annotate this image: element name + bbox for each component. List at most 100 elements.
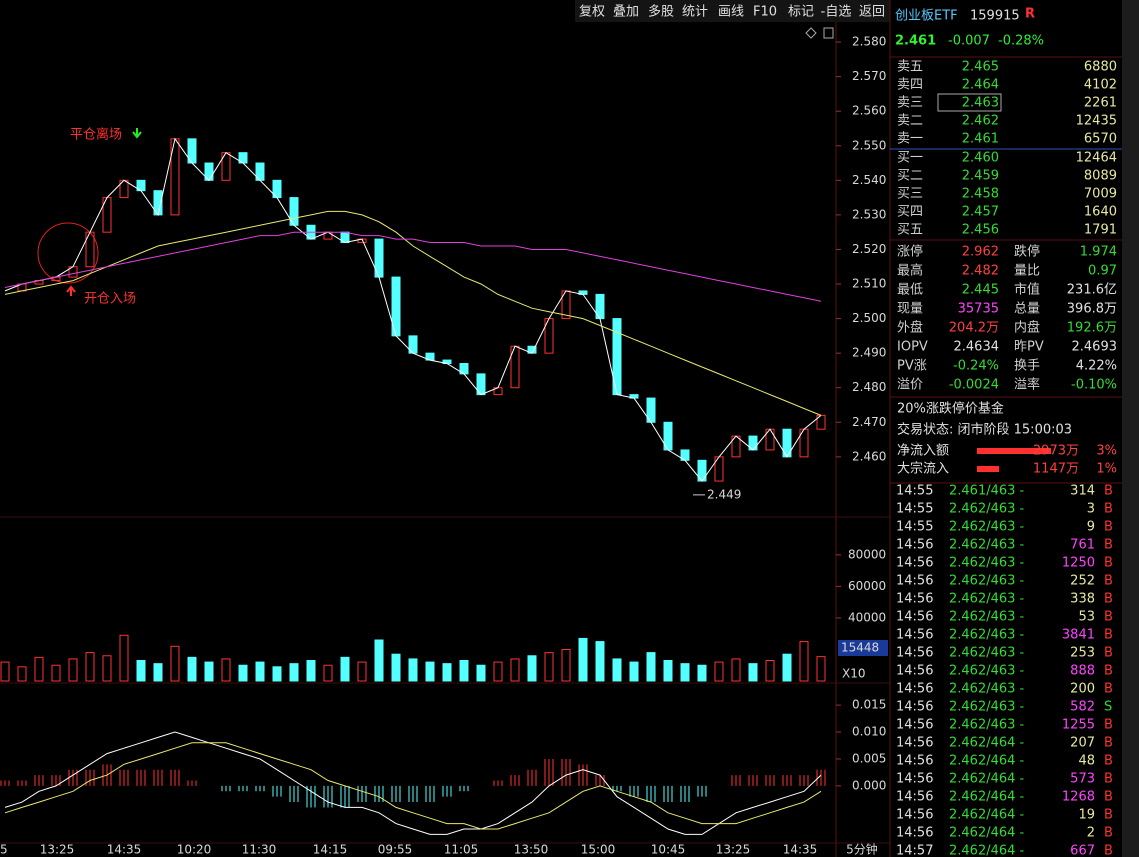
trade-price: 2.462/463 - [949, 538, 1025, 553]
y-tick-label: 0.015 [852, 698, 886, 712]
period[interactable]: 5分钟 [846, 842, 878, 857]
volume-bar [187, 656, 197, 682]
y-tick-label: 2.580 [852, 35, 886, 49]
toolbar-button[interactable]: 画线 [718, 5, 744, 20]
trade-side: B [1104, 646, 1113, 661]
trade-side: B [1104, 574, 1113, 589]
trade-side: B [1104, 520, 1113, 535]
book-label: 卖五 [897, 60, 923, 75]
volume-bar [425, 661, 435, 682]
trade-side: B [1104, 538, 1113, 553]
book-volume: 12435 [1076, 114, 1117, 129]
trade-volume: 53 [1078, 610, 1095, 625]
trade-time: 14:56 [896, 664, 933, 679]
volume-bar [0, 661, 10, 682]
trade-time: 14:57 [896, 844, 933, 857]
trade-side: B [1104, 772, 1113, 787]
toolbar-button[interactable]: 复权 [579, 4, 605, 20]
macd-line [4, 731, 822, 835]
side-toolbar[interactable] [1122, 0, 1139, 857]
book-label: 卖二 [897, 114, 923, 129]
x-tick-label: 14:15 [313, 843, 348, 857]
entry-arrow [66, 285, 76, 296]
toolbar-button[interactable]: 标记 [788, 5, 814, 20]
stat-label: 现量 [897, 302, 923, 317]
volume-bar [374, 639, 384, 682]
trade-volume: 3 [1087, 502, 1095, 517]
toolbar-button[interactable]: 叠加 [613, 5, 639, 20]
trade-time: 14:56 [896, 682, 933, 697]
y-tick-label: 0.010 [852, 725, 886, 739]
flow-bar [977, 466, 999, 472]
book-price: 2.460 [962, 151, 999, 166]
stat-value: 1.974 [1080, 245, 1117, 260]
trade-time: 14:55 [896, 502, 933, 517]
stat-label: 最高 [897, 263, 923, 279]
volume-bar [782, 653, 792, 682]
trade-volume: 761 [1070, 538, 1095, 553]
book-volume: 1640 [1084, 205, 1117, 220]
stat-label: 换手 [1014, 359, 1040, 374]
trade-price: 2.462/463 - [949, 664, 1025, 679]
trade-volume: 338 [1070, 592, 1095, 607]
price-line [4, 137, 822, 482]
icon[interactable] [805, 27, 817, 39]
x-tick-label: 15:00 [581, 843, 616, 857]
volume-unit: X10 [842, 667, 866, 681]
trade-side: B [1104, 592, 1113, 607]
y-tick-label: 2.570 [852, 69, 886, 83]
y-tick-label: 60000 [848, 579, 886, 593]
stat-value: 396.8万 [1067, 302, 1117, 317]
trade-price: 2.462/463 - [949, 574, 1025, 589]
trade-volume: 573 [1070, 772, 1095, 787]
volume-bar [340, 656, 350, 682]
trade-price: 2.462/463 - [949, 682, 1025, 697]
exit-arrow [132, 128, 142, 139]
stat-value: -0.0024 [949, 378, 999, 393]
volume-bar [799, 641, 809, 682]
trade-price: 2.462/463 - [949, 556, 1025, 571]
trade-side: B [1104, 844, 1113, 857]
trade-side: B [1104, 502, 1113, 517]
trade-volume: 314 [1070, 484, 1095, 499]
y-tick-label: 2.490 [852, 346, 886, 360]
y-tick-label: 0.000 [852, 778, 886, 792]
trade-side: B [1104, 484, 1113, 499]
x-tick-label: 11:30 [242, 843, 277, 857]
trade-side: B [1104, 556, 1113, 571]
trade-volume: 1250 [1062, 556, 1095, 571]
toolbar-button[interactable]: 统计 [682, 5, 708, 20]
stat-value: 2.962 [962, 245, 999, 260]
book-label: 买五 [897, 223, 923, 238]
trade-side: B [1104, 736, 1113, 751]
volume-bar [544, 652, 554, 682]
trade-volume: 1268 [1062, 790, 1095, 805]
toolbar-button[interactable]: -自选 [821, 5, 852, 20]
annotation: 平仓离场 [70, 127, 122, 143]
trade-volume: 2 [1087, 826, 1095, 841]
toolbar-button[interactable]: F10 [753, 5, 777, 20]
trade-volume: 48 [1078, 754, 1095, 769]
stock-name: 创业板ETF [895, 9, 958, 24]
toolbar-button[interactable]: 多股 [648, 4, 674, 20]
trade-time: 14:56 [896, 808, 933, 823]
toolbar-button[interactable]: 返回 [859, 5, 885, 20]
icon[interactable] [823, 27, 834, 39]
trade-side: B [1104, 790, 1113, 805]
trade-time: 14:56 [896, 826, 933, 841]
y-tick-label: 2.500 [852, 311, 886, 325]
change-pct: -0.28% [998, 34, 1044, 49]
trade-time: 14:56 [896, 610, 933, 625]
trade-price: 2.462/463 - [949, 610, 1025, 625]
volume-bar [119, 634, 129, 682]
book-price: 2.459 [962, 169, 999, 184]
volume-bar [391, 653, 401, 682]
volume-bar [595, 641, 605, 682]
x-tick-label: 13:25 [716, 843, 751, 857]
volume-bar [221, 658, 231, 682]
volume-bar [714, 661, 724, 682]
book-volume: 4102 [1084, 78, 1117, 93]
flow-pct: 1% [1096, 462, 1117, 477]
badge: R [1025, 7, 1035, 22]
